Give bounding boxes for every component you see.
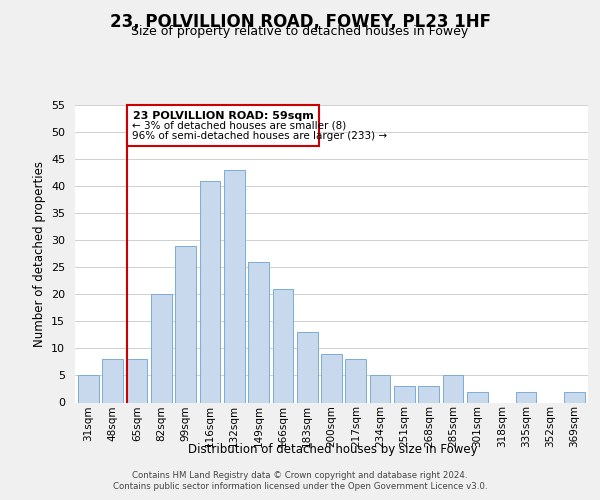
- Bar: [321, 354, 342, 403]
- FancyBboxPatch shape: [127, 105, 319, 146]
- Text: 96% of semi-detached houses are larger (233) →: 96% of semi-detached houses are larger (…: [131, 131, 386, 141]
- Bar: [370, 376, 391, 402]
- Text: Size of property relative to detached houses in Fowey: Size of property relative to detached ho…: [131, 25, 469, 38]
- Bar: [248, 262, 269, 402]
- Bar: [103, 359, 123, 403]
- Bar: [127, 359, 148, 403]
- Bar: [346, 359, 366, 403]
- Bar: [443, 376, 463, 402]
- Bar: [272, 289, 293, 403]
- Bar: [175, 246, 196, 402]
- Bar: [467, 392, 488, 402]
- Bar: [564, 392, 585, 402]
- Text: Contains HM Land Registry data © Crown copyright and database right 2024.: Contains HM Land Registry data © Crown c…: [132, 471, 468, 480]
- Text: Distribution of detached houses by size in Fowey: Distribution of detached houses by size …: [188, 442, 478, 456]
- Text: 23, POLVILLION ROAD, FOWEY, PL23 1HF: 23, POLVILLION ROAD, FOWEY, PL23 1HF: [110, 12, 491, 30]
- Bar: [515, 392, 536, 402]
- Text: Contains public sector information licensed under the Open Government Licence v3: Contains public sector information licen…: [113, 482, 487, 491]
- Bar: [224, 170, 245, 402]
- Bar: [200, 180, 220, 402]
- Bar: [78, 376, 99, 402]
- Bar: [418, 386, 439, 402]
- Text: ← 3% of detached houses are smaller (8): ← 3% of detached houses are smaller (8): [131, 120, 346, 130]
- Y-axis label: Number of detached properties: Number of detached properties: [32, 161, 46, 347]
- Bar: [151, 294, 172, 403]
- Bar: [297, 332, 317, 402]
- Bar: [394, 386, 415, 402]
- Text: 23 POLVILLION ROAD: 59sqm: 23 POLVILLION ROAD: 59sqm: [133, 112, 313, 122]
